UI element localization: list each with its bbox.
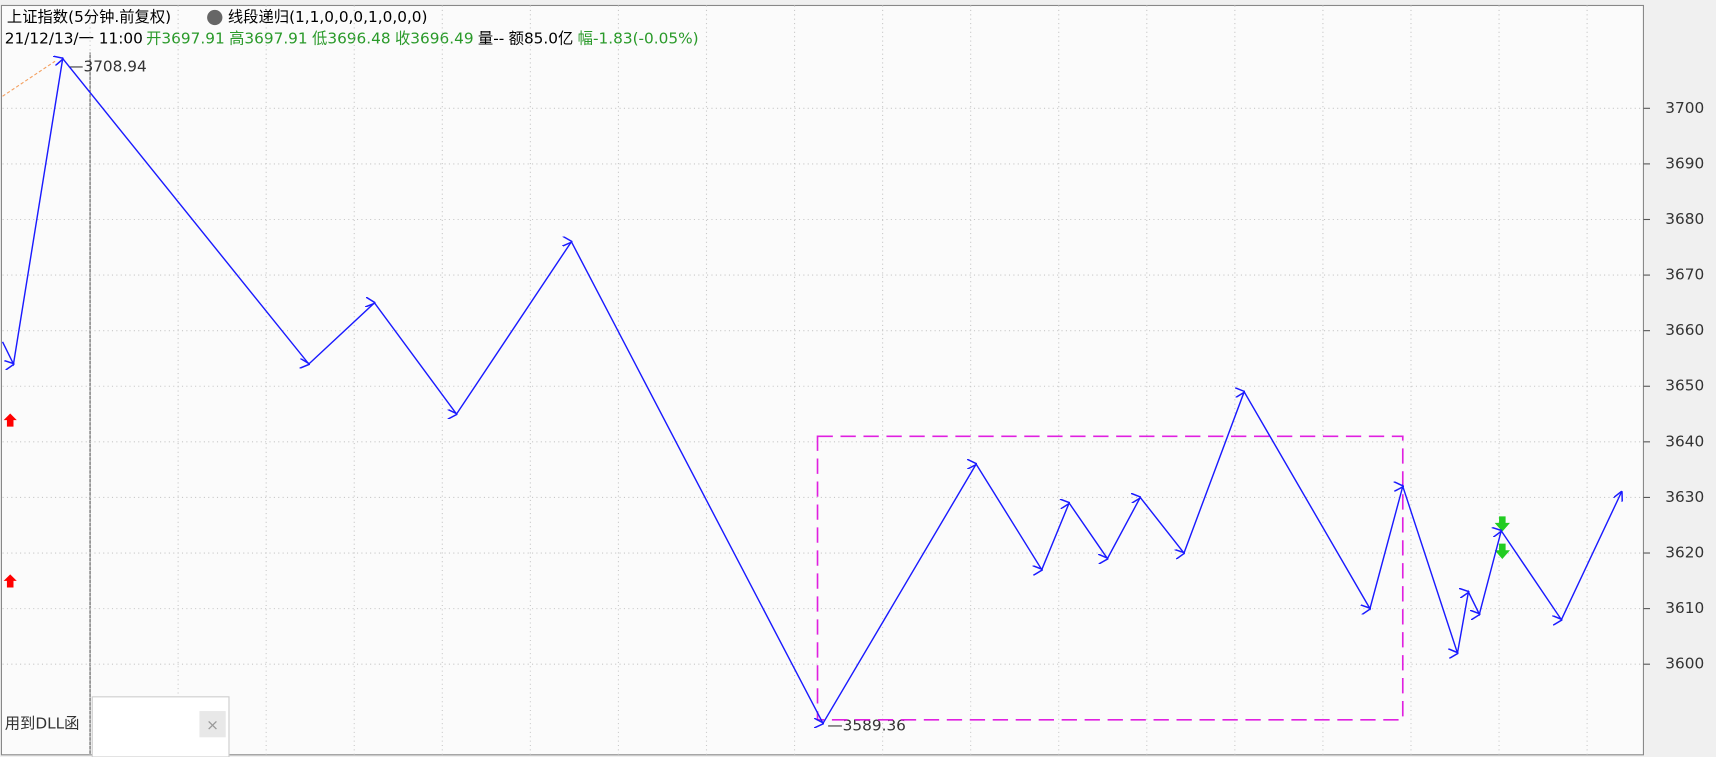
change: 幅-1.83(-0.05%) xyxy=(578,29,699,47)
close: 3696.49 xyxy=(410,29,473,47)
y-tick-label: 3600 xyxy=(1665,655,1704,673)
segment-line xyxy=(1,59,1622,724)
amount: 额85.0亿 xyxy=(509,29,574,47)
info-line: 21/12/13/一 11:00 开3697.91 高3697.91 低3696.48… xyxy=(5,29,699,47)
indicator: 线段递归(1,1,0,0,0,1,0,0,0) xyxy=(228,8,428,26)
y-tick-label: 3610 xyxy=(1665,599,1704,617)
y-tick-label: 3660 xyxy=(1665,321,1704,339)
close-label: 收 xyxy=(395,29,410,47)
open-label: 开 xyxy=(146,29,161,47)
low: 3696.48 xyxy=(327,29,390,47)
high-annotation: —3708.94 xyxy=(68,57,147,75)
high-label: 高 xyxy=(229,29,244,47)
y-tick-label: 3690 xyxy=(1665,154,1704,172)
footer-text: 用到DLL函 xyxy=(5,715,80,733)
y-tick-label: 3670 xyxy=(1665,266,1704,284)
y-tick-label: 3650 xyxy=(1665,377,1704,395)
y-tick-label: 3700 xyxy=(1665,99,1704,117)
y-tick-label: 3640 xyxy=(1665,432,1704,450)
indicator-icon[interactable] xyxy=(207,9,223,26)
open: 3697.91 xyxy=(161,29,224,47)
y-tick-label: 3630 xyxy=(1665,488,1704,506)
title: 上证指数(5分钟.前复权) xyxy=(7,8,171,26)
volume: 量-- xyxy=(478,29,504,47)
plot-area xyxy=(0,4,1644,756)
close-icon[interactable]: × xyxy=(206,716,219,734)
y-tick-label: 3620 xyxy=(1665,544,1704,562)
y-tick-label: 3680 xyxy=(1665,210,1704,228)
low-annotation: —3589.36 xyxy=(827,716,906,734)
high: 3697.91 xyxy=(244,29,307,47)
date: 21/12/13/一 11:00 xyxy=(5,29,143,47)
low-label: 低 xyxy=(312,29,327,47)
